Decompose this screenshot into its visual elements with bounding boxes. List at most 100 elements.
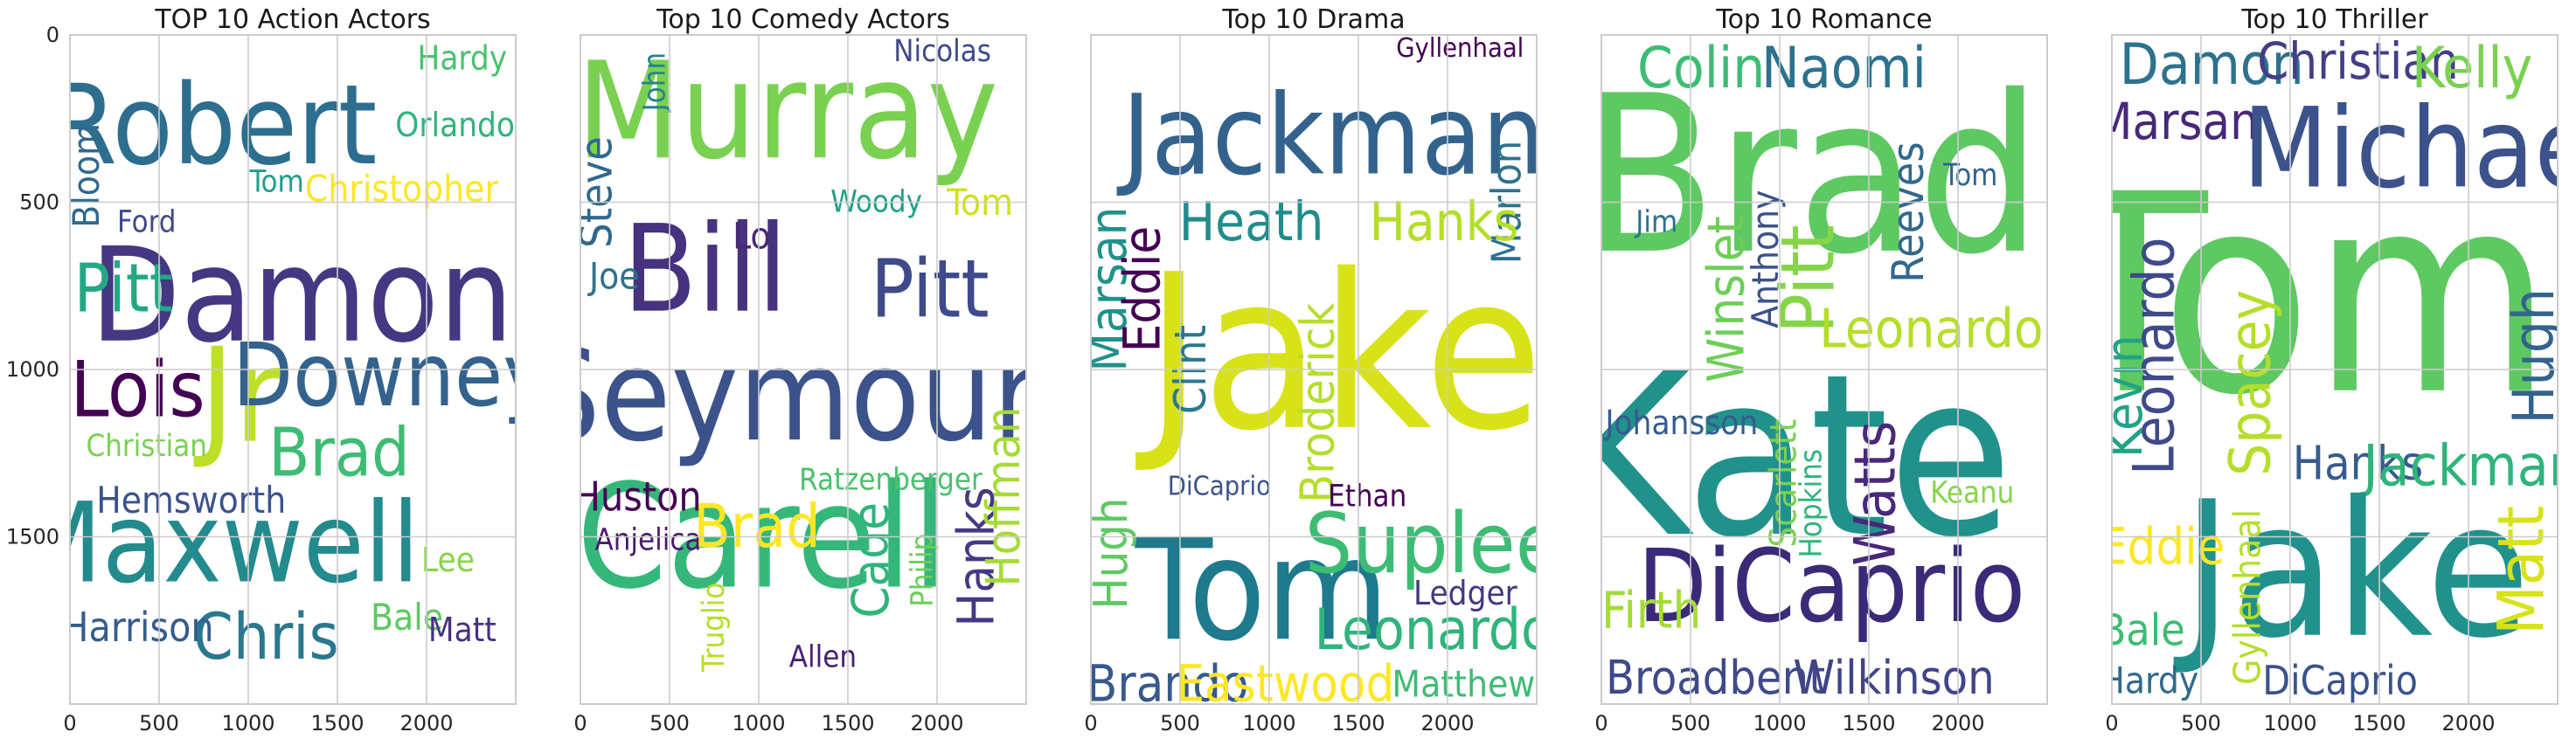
word-broadbent: Broadbent — [1606, 650, 1825, 705]
word-hemsworth: Hemsworth — [96, 479, 286, 521]
word-broderick: Broderick — [1290, 303, 1345, 503]
word-jackman: Jackman — [2360, 434, 2576, 500]
grid — [1600, 34, 2047, 704]
x-tick-label: 500 — [649, 711, 690, 736]
word-damon: Damon — [2120, 32, 2304, 98]
axes-frame — [2111, 34, 2559, 705]
word-tom: Tom — [1942, 158, 1997, 193]
word-eddie: Eddie — [2099, 517, 2225, 576]
word-spacey: Spacey — [2218, 290, 2284, 476]
word-matthew: Matthew — [1392, 663, 1535, 706]
word-colin: Colin — [1637, 36, 1765, 101]
word-jr: Jr — [193, 321, 283, 473]
word-christopher: Christopher — [305, 168, 499, 211]
axes-frame — [1090, 34, 1538, 705]
word-kevin: Kevin — [2095, 335, 2154, 458]
word-kelly: Kelly — [2412, 36, 2532, 101]
y-tick-label: 0 — [46, 23, 59, 47]
word-bale: Bale — [2100, 605, 2185, 656]
word-christian: Christian — [87, 429, 207, 464]
word-orlando: Orlando — [395, 106, 515, 145]
word-dicaprio: DiCaprio — [2262, 657, 2418, 704]
word-tom: Tom — [1135, 508, 1390, 672]
x-tick-label: 0 — [1594, 711, 1607, 736]
y-tick-label: 1000 — [6, 357, 59, 382]
x-tick-label: 1500 — [821, 711, 874, 736]
word-cage: Cage — [842, 502, 900, 618]
wordcloud-panel-3: JackmanJakeTomSupleeGyllenhaalMarlonHeat… — [1080, 4, 1562, 736]
x-tick-label: 0 — [63, 711, 76, 736]
word-bale: Bale — [371, 596, 443, 639]
word-joe: Joe — [587, 254, 640, 297]
word-leonardo: Leonardo — [1315, 597, 1552, 663]
word-marsan: Marsan — [1080, 207, 1138, 372]
word-steve: Steve — [571, 136, 621, 248]
grid — [1090, 34, 1537, 704]
x-tick-label: 2000 — [1931, 711, 1984, 736]
word-harrison: Harrison — [61, 604, 213, 651]
x-tick-label: 1500 — [310, 711, 364, 736]
word-maxwell: Maxwell — [17, 480, 420, 608]
x-tick-label: 500 — [2181, 711, 2221, 736]
y-tick-label: 1500 — [6, 525, 59, 549]
word-jake: Jake — [1135, 228, 1543, 478]
word-damon: Damon — [90, 220, 513, 372]
word-brad: Brad — [268, 414, 410, 492]
x-tick-label: 1000 — [732, 711, 785, 736]
word-nicolas: Nicolas — [893, 34, 991, 69]
wordcloud-panel-5: DamonChristianKellyMarsanMichaelTomLeona… — [2052, 4, 2576, 736]
x-tick-label: 1500 — [2352, 711, 2406, 736]
word-seymour: Seymour — [528, 322, 1040, 470]
x-tick-label: 1500 — [1331, 711, 1385, 736]
word-murray: Murray — [576, 34, 998, 190]
word-pitt: Pitt — [74, 251, 173, 328]
x-tick-label: 1500 — [1842, 711, 1895, 736]
word-naomi: Naomi — [1761, 36, 1927, 101]
x-tick-label: 0 — [573, 711, 587, 736]
word-hanks: Hanks — [947, 487, 1005, 626]
word-reeves: Reeves — [1883, 142, 1934, 282]
panel-title: Top 10 Thriller — [2240, 4, 2428, 35]
word-jim: Jim — [1634, 204, 1677, 239]
word-bloom: Bloom — [65, 123, 108, 228]
word-anjelica: Anjelica — [595, 522, 702, 557]
word-leonardo: Leonardo — [1819, 299, 2043, 361]
word-lo: Lo — [733, 214, 771, 257]
x-tick-label: 1000 — [2263, 711, 2316, 736]
word-wilkinson: Wilkinson — [1793, 650, 1994, 705]
y-tick-label: 500 — [19, 190, 59, 215]
word-layer: DamonChristianKellyMarsanMichaelTomLeona… — [2052, 32, 2576, 704]
word-matt: Matt — [428, 611, 496, 650]
word-layer: JackmanJakeTomSupleeGyllenhaalMarlonHeat… — [1080, 33, 1562, 706]
word-tom: Tom — [2052, 136, 2552, 456]
word-johansson: Johansson — [1603, 404, 1758, 443]
x-tick-label: 2000 — [399, 711, 453, 736]
panel-title: Top 10 Comedy Actors — [656, 4, 950, 35]
word-winslet: Winslet — [1697, 216, 1755, 383]
axes-frame — [580, 34, 1027, 705]
word-scarlett: Scarlett — [1762, 419, 1805, 548]
word-michael: Michael — [2242, 85, 2576, 213]
panel-title: Top 10 Romance — [1715, 4, 1932, 35]
word-bill: Bill — [623, 199, 788, 340]
word-gyllenhaal: Gyllenhaal — [1396, 33, 1524, 64]
word-watts: Watts — [1843, 421, 1909, 566]
x-tick-label: 2000 — [1420, 711, 1474, 736]
word-allen: Allen — [789, 639, 857, 674]
word-matt: Matt — [2485, 506, 2559, 635]
word-suplee: Suplee — [1305, 494, 1562, 592]
word-lois: Lois — [70, 344, 205, 434]
word-ford: Ford — [117, 204, 176, 239]
x-tick-label: 0 — [2105, 711, 2118, 736]
word-hardy: Hardy — [417, 38, 507, 78]
word-ledger: Ledger — [1413, 574, 1518, 613]
axes-frame — [69, 34, 517, 705]
word-philip: Philip — [906, 534, 941, 607]
word-lee: Lee — [421, 541, 475, 580]
word-dicaprio: DiCaprio — [1637, 528, 2025, 646]
